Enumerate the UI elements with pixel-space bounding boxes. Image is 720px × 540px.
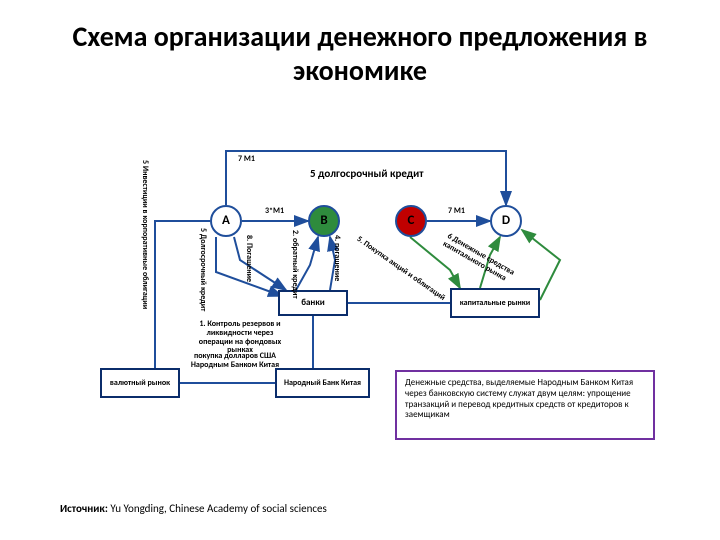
source-label: Источник: <box>60 502 108 515</box>
label-usd: покупка долларов США Народным Банком Кит… <box>190 352 280 370</box>
label-reserves: 1. Контроль резервов и ликвидности через… <box>190 320 290 355</box>
label-4: 4. погашение <box>332 235 341 300</box>
note-box: Денежные средства, выделяемые Народным Б… <box>395 370 655 440</box>
node-D: D <box>490 205 522 237</box>
label-3m1: 3*M1 <box>265 207 284 216</box>
node-A: A <box>210 205 242 237</box>
label-5-invest: 5 Инвестиции в корпоративные облигации <box>140 160 149 320</box>
source-line: Источник: Yu Yongding, Chinese Academy o… <box>60 502 327 515</box>
source-value: Yu Yongding, Chinese Academy of social s… <box>110 502 326 515</box>
diagram-svg <box>0 0 720 540</box>
node-B: B <box>308 205 340 237</box>
node-pbc: Народный Банк Китая <box>275 368 370 398</box>
node-C: C <box>395 205 427 237</box>
label-top-credit: 5 долгосрочный кредит <box>310 168 424 180</box>
label-7m1-right: 7 M1 <box>448 207 465 216</box>
node-cap: капитальные рынки <box>450 288 540 318</box>
label-8: 8. Погашение <box>244 235 253 305</box>
label-2: 2. обратный кредит <box>290 230 299 302</box>
label-5-credit-v: 5 Долгосрочный кредит <box>198 228 207 318</box>
node-fx: валютный рынок <box>100 368 180 398</box>
label-7m1-left: 7 M1 <box>238 155 255 164</box>
